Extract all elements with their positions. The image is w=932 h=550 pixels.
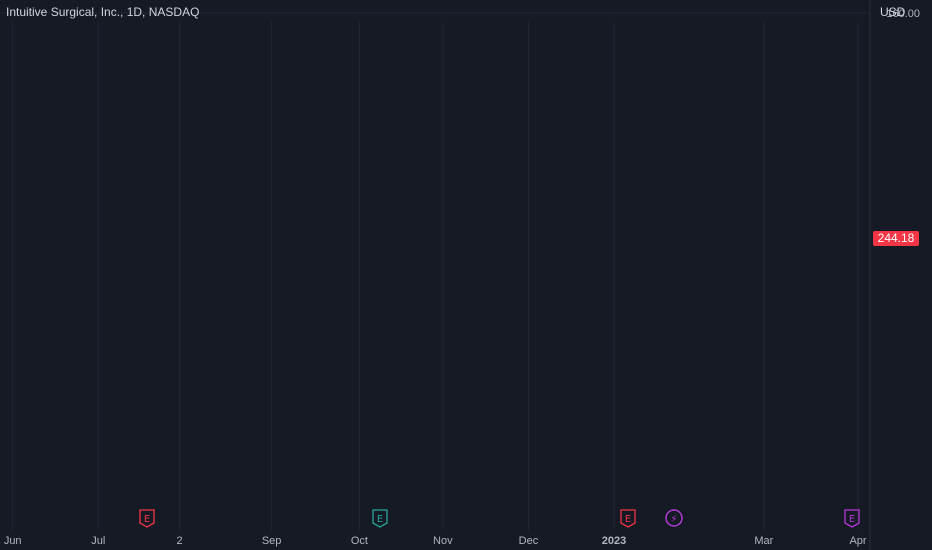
x-tick-label: Jun: [4, 535, 22, 547]
dividend-icon: [665, 509, 683, 527]
earnings-marker: E: [844, 509, 860, 528]
x-tick-label: Jul: [91, 535, 105, 547]
marker-label: E: [377, 514, 383, 525]
x-tick-label: Nov: [433, 535, 453, 547]
earnings-icon: [844, 509, 860, 528]
dividend-marker: ⚡: [665, 509, 683, 527]
price-axis[interactable]: 160.00170.00180.00190.00200.00210.00220.…: [869, 0, 920, 550]
x-tick-label: 2023: [602, 535, 626, 547]
earnings-icon: [139, 509, 155, 528]
marker-label: E: [625, 514, 631, 525]
last-price-tag: 244.18: [873, 231, 919, 246]
currency-label[interactable]: USD: [880, 5, 906, 19]
x-tick-label: Sep: [262, 535, 282, 547]
earnings-marker: E: [372, 509, 388, 528]
x-tick-label: Mar: [754, 535, 773, 547]
x-tick-label: Dec: [519, 535, 539, 547]
grid: [0, 12, 870, 530]
y-tick-label: 160.00: [886, 8, 920, 20]
marker-label: E: [849, 514, 855, 525]
x-tick-label: Apr: [849, 535, 866, 547]
earnings-marker: E: [139, 509, 155, 528]
marker-label: E: [144, 514, 150, 525]
symbol-title[interactable]: Intuitive Surgical, Inc., 1D, NASDAQ: [6, 5, 200, 19]
earnings-marker: E: [620, 509, 636, 528]
x-tick-label: Oct: [351, 535, 368, 547]
marker-label: ⚡: [670, 514, 677, 525]
earnings-icon: [372, 509, 388, 528]
time-axis[interactable]: Jun Jul 2 Sep Oct Nov Dec 2023 Mar Apr: [4, 535, 867, 547]
earnings-icon: [620, 509, 636, 528]
event-markers: E E E ⚡ E: [139, 509, 860, 528]
x-tick-label: 2: [177, 535, 183, 547]
